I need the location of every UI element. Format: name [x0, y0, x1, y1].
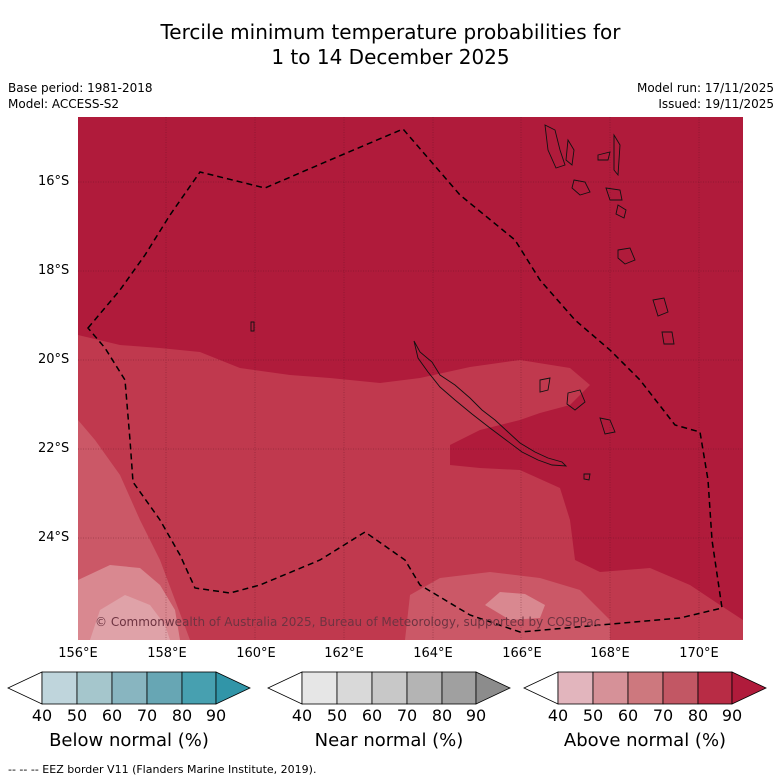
eez-border — [87, 128, 723, 633]
lon-label: 156°E — [58, 646, 98, 661]
model-run: Model run: 17/11/2025 — [636, 81, 774, 95]
cb-above-high-end — [731, 671, 767, 705]
vanuatu-island-6 — [605, 187, 623, 201]
cb-below-low-end — [7, 671, 43, 705]
lat-label: 18°S — [38, 263, 70, 278]
cb-below-swatch — [76, 671, 113, 705]
cb-above-title: Above normal (%) — [563, 730, 727, 751]
lon-label: 168°E — [590, 646, 630, 661]
eez-footnote: -- -- -- EEZ border V11 (Flanders Marine… — [8, 763, 317, 776]
small-reef — [250, 321, 255, 332]
cb-tick: 60 — [101, 706, 123, 725]
cb-tick: 90 — [465, 706, 487, 725]
copyright-text: © Commonwealth of Australia 2025, Bureau… — [95, 615, 600, 629]
colorbar-near — [267, 671, 511, 705]
cb-above-swatch — [627, 671, 664, 705]
cb-tick: 70 — [136, 706, 158, 725]
cb-tick: 40 — [547, 706, 569, 725]
cb-near-swatch — [406, 671, 443, 705]
cb-tick: 90 — [721, 706, 743, 725]
vanuatu-island-1 — [544, 124, 566, 169]
cb-above-swatch — [697, 671, 733, 705]
cb-above-low-end — [523, 671, 559, 705]
lon-label: 164°E — [413, 646, 453, 661]
loyalty-island-1 — [539, 377, 551, 393]
cb-tick: 80 — [171, 706, 193, 725]
vanuatu-island-2 — [565, 138, 575, 166]
cb-near-low-end — [267, 671, 303, 705]
lat-label: 24°S — [38, 530, 70, 545]
loyalty-island-3 — [599, 417, 616, 435]
vanuatu-island-10 — [661, 331, 675, 345]
cb-near-swatch — [441, 671, 477, 705]
cb-tick: 80 — [431, 706, 453, 725]
cb-tick: 60 — [361, 706, 383, 725]
new-caledonia-island — [413, 340, 568, 467]
cb-tick: 70 — [396, 706, 418, 725]
loyalty-island-2 — [566, 389, 586, 411]
base-period: Base period: 1981-2018 — [8, 81, 153, 95]
cb-below-high-end — [215, 671, 251, 705]
cb-above-swatch — [592, 671, 629, 705]
issued-date: Issued: 19/11/2025 — [658, 97, 774, 111]
cb-tick: 70 — [652, 706, 674, 725]
cb-near-swatch — [371, 671, 408, 705]
lon-label: 162°E — [324, 646, 364, 661]
meta-left: Base period: 1981-2018 Model: ACCESS-S2 — [8, 80, 153, 112]
cb-tick: 40 — [31, 706, 53, 725]
coastlines — [250, 124, 675, 481]
meta-right: Model run: 17/11/2025 Issued: 19/11/2025 — [637, 80, 774, 112]
title-line-1: Tercile minimum temperature probabilitie… — [160, 20, 621, 44]
colorbar-above — [523, 671, 767, 705]
field-lightest — [90, 595, 170, 640]
cb-near-swatch — [336, 671, 373, 705]
lat-label: 16°S — [38, 174, 70, 189]
cb-near-title: Near normal (%) — [314, 730, 464, 751]
vanuatu-island-7 — [615, 204, 627, 219]
cb-below-title: Below normal (%) — [49, 730, 209, 751]
lon-label: 160°E — [236, 646, 276, 661]
probability-field: © Commonwealth of Australia 2025, Bureau… — [78, 117, 743, 640]
cb-tick: 50 — [326, 706, 348, 725]
cb-near-swatch — [301, 671, 338, 705]
map-title: Tercile minimum temperature probabilitie… — [0, 20, 781, 70]
cb-below-swatch — [146, 671, 183, 705]
cb-tick: 80 — [687, 706, 709, 725]
cb-below-swatch — [181, 671, 217, 705]
graticule — [78, 117, 743, 640]
field-pale-south — [485, 592, 545, 620]
cb-above-swatch — [557, 671, 594, 705]
cb-tick: 40 — [291, 706, 313, 725]
cb-near-high-end — [475, 671, 511, 705]
lon-label: 166°E — [502, 646, 542, 661]
vanuatu-island-4 — [571, 179, 591, 196]
lon-label: 170°E — [679, 646, 719, 661]
title-line-2: 1 to 14 December 2025 — [271, 45, 510, 69]
vanuatu-island-9 — [652, 297, 669, 317]
cb-below-swatch — [111, 671, 148, 705]
cb-tick: 50 — [66, 706, 88, 725]
cb-tick: 90 — [205, 706, 227, 725]
cb-below-swatch — [41, 671, 78, 705]
cb-tick: 50 — [582, 706, 604, 725]
cb-tick: 60 — [617, 706, 639, 725]
lat-label: 22°S — [38, 441, 70, 456]
vanuatu-island-8 — [617, 247, 636, 265]
cb-above-swatch — [662, 671, 699, 705]
field-mid — [78, 335, 743, 640]
isle-of-pines — [583, 473, 591, 481]
lat-label: 20°S — [38, 352, 70, 367]
vanuatu-island-3 — [597, 151, 611, 161]
lon-label: 158°E — [147, 646, 187, 661]
vanuatu-island-5 — [613, 133, 621, 177]
colorbar-below — [7, 671, 251, 705]
model-name: Model: ACCESS-S2 — [8, 97, 120, 111]
